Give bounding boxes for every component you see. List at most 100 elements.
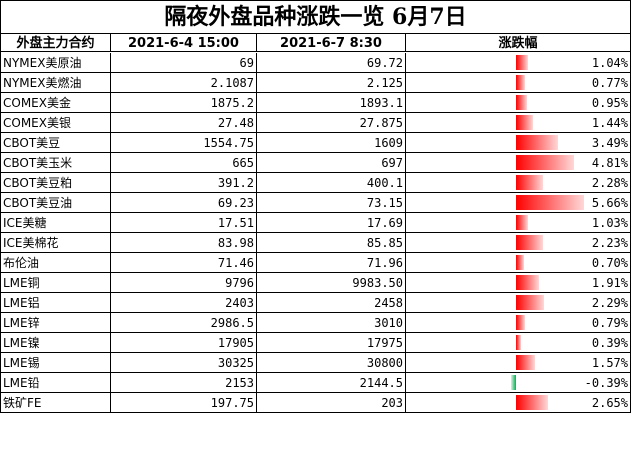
change-cell: -0.39% <box>406 373 630 393</box>
table-row: CBOT美玉米 665 697 4.81% <box>1 153 630 173</box>
curr-price: 71.96 <box>257 253 406 273</box>
contract-name: LME镍 <box>1 333 111 353</box>
table-row: CBOT美豆粕 391.2 400.1 2.28% <box>1 173 630 193</box>
prev-price: 2986.5 <box>111 313 257 333</box>
table-row: CBOT美豆油 69.23 73.15 5.66% <box>1 193 630 213</box>
table-row: COMEX美金 1875.2 1893.1 0.95% <box>1 93 630 113</box>
table-row: ICE美糖 17.51 17.69 1.03% <box>1 213 630 233</box>
curr-price: 17.69 <box>257 213 406 233</box>
table-row: LME铝 2403 2458 2.29% <box>1 293 630 313</box>
header-change: 涨跌幅 <box>406 33 630 52</box>
curr-price: 3010 <box>257 313 406 333</box>
change-value: 0.77% <box>591 76 628 90</box>
contract-name: LME铅 <box>1 373 111 393</box>
curr-price: 2144.5 <box>257 373 406 393</box>
change-cell: 1.57% <box>406 353 630 373</box>
change-value: 2.28% <box>591 176 628 190</box>
curr-price: 203 <box>257 393 406 413</box>
header-curr-time: 2021-6-7 8:30 <box>257 33 406 52</box>
curr-price: 697 <box>257 153 406 173</box>
contract-name: 布伦油 <box>1 253 111 273</box>
change-value: 2.23% <box>591 236 628 250</box>
contract-name: CBOT美豆油 <box>1 193 111 213</box>
prev-price: 69.23 <box>111 193 257 213</box>
contract-name: NYMEX美燃油 <box>1 73 111 93</box>
change-value: 1.04% <box>591 56 628 70</box>
prev-price: 2153 <box>111 373 257 393</box>
curr-price: 30800 <box>257 353 406 373</box>
change-bar <box>516 255 525 270</box>
table-row: NYMEX美燃油 2.1087 2.125 0.77% <box>1 73 630 93</box>
prev-price: 69 <box>111 53 257 73</box>
change-cell: 1.44% <box>406 113 630 133</box>
commodity-table: 隔夜外盘品种涨跌一览 6月7日 外盘主力合约 2021-6-4 15:00 20… <box>0 0 631 413</box>
contract-name: CBOT美豆粕 <box>1 173 111 193</box>
contract-name: COMEX美银 <box>1 113 111 133</box>
change-bar <box>516 215 529 230</box>
change-value: 2.29% <box>591 296 628 310</box>
curr-price: 69.72 <box>257 53 406 73</box>
change-bar <box>516 95 528 110</box>
table-row: CBOT美豆 1554.75 1609 3.49% <box>1 133 630 153</box>
curr-price: 85.85 <box>257 233 406 253</box>
change-value: 0.95% <box>591 96 628 110</box>
header-prev-time: 2021-6-4 15:00 <box>111 33 257 52</box>
change-bar <box>516 395 548 410</box>
change-cell: 4.81% <box>406 153 630 173</box>
curr-price: 73.15 <box>257 193 406 213</box>
change-value: 1.03% <box>591 216 628 230</box>
curr-price: 1609 <box>257 133 406 153</box>
contract-name: LME铜 <box>1 273 111 293</box>
change-cell: 1.91% <box>406 273 630 293</box>
change-cell: 5.66% <box>406 193 630 213</box>
change-bar <box>516 175 544 190</box>
change-cell: 1.04% <box>406 53 630 73</box>
contract-name: LME铝 <box>1 293 111 313</box>
contract-name: CBOT美玉米 <box>1 153 111 173</box>
prev-price: 27.48 <box>111 113 257 133</box>
change-bar <box>511 375 516 390</box>
change-bar <box>516 335 521 350</box>
prev-price: 1554.75 <box>111 133 257 153</box>
curr-price: 2.125 <box>257 73 406 93</box>
change-cell: 2.28% <box>406 173 630 193</box>
table-row: LME铅 2153 2144.5 -0.39% <box>1 373 630 393</box>
contract-name: LME锡 <box>1 353 111 373</box>
change-bar <box>516 115 534 130</box>
curr-price: 1893.1 <box>257 93 406 113</box>
contract-name: COMEX美金 <box>1 93 111 113</box>
prev-price: 1875.2 <box>111 93 257 113</box>
change-value: 5.66% <box>591 196 628 210</box>
table-row: LME锌 2986.5 3010 0.79% <box>1 313 630 333</box>
change-value: 4.81% <box>591 156 628 170</box>
table-row: 布伦油 71.46 71.96 0.70% <box>1 253 630 273</box>
curr-price: 27.875 <box>257 113 406 133</box>
contract-name: NYMEX美原油 <box>1 53 111 73</box>
curr-price: 400.1 <box>257 173 406 193</box>
table-row: ICE美棉花 83.98 85.85 2.23% <box>1 233 630 253</box>
prev-price: 2403 <box>111 293 257 313</box>
change-value: 0.39% <box>591 336 628 350</box>
change-cell: 1.03% <box>406 213 630 233</box>
change-bar <box>516 275 539 290</box>
change-cell: 0.77% <box>406 73 630 93</box>
prev-price: 71.46 <box>111 253 257 273</box>
change-cell: 2.29% <box>406 293 630 313</box>
table-row: COMEX美银 27.48 27.875 1.44% <box>1 113 630 133</box>
prev-price: 30325 <box>111 353 257 373</box>
change-value: 0.79% <box>591 316 628 330</box>
change-bar <box>516 75 526 90</box>
change-value: 1.57% <box>591 356 628 370</box>
table-row: 铁矿FE 197.75 203 2.65% <box>1 393 630 413</box>
change-value: 0.70% <box>591 256 628 270</box>
change-value: 2.65% <box>591 396 628 410</box>
change-bar <box>516 55 529 70</box>
change-value: 1.91% <box>591 276 628 290</box>
prev-price: 391.2 <box>111 173 257 193</box>
curr-price: 9983.50 <box>257 273 406 293</box>
prev-price: 665 <box>111 153 257 173</box>
change-cell: 2.65% <box>406 393 630 413</box>
prev-price: 17905 <box>111 333 257 353</box>
contract-name: ICE美糖 <box>1 213 111 233</box>
change-bar <box>516 155 574 170</box>
